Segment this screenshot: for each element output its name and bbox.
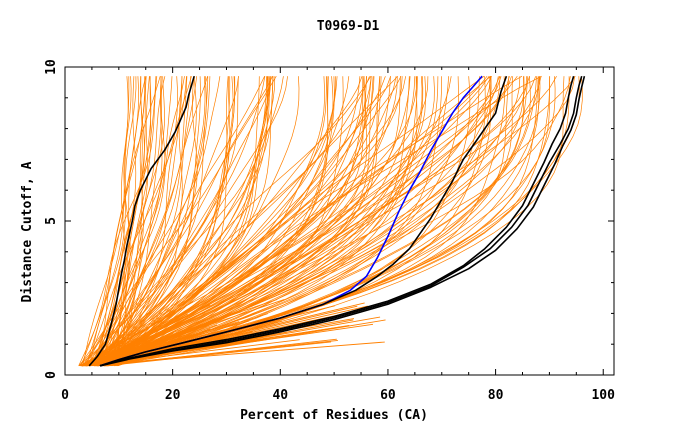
background-model-line [82, 76, 288, 367]
background-model-line [89, 76, 221, 367]
background-model-line [106, 341, 332, 367]
background-model-line [78, 76, 163, 367]
x-tick-label: 100 [591, 388, 615, 403]
background-model-line [88, 76, 372, 367]
background-model-line [91, 76, 206, 367]
background-model-line [106, 76, 197, 367]
x-axis-label: Percent of Residues (CA) [240, 408, 428, 423]
background-model-line [100, 76, 499, 367]
y-axis-label: Distance Cutoff, A [20, 161, 35, 302]
x-tick-label: 60 [380, 388, 396, 403]
background-model-line [90, 76, 137, 366]
background-model-line [114, 76, 152, 366]
chart-title: T0969-D1 [317, 19, 380, 34]
background-model-line [86, 76, 411, 367]
background-model-line [81, 76, 268, 367]
background-model-line [78, 76, 550, 367]
background-model-line [108, 76, 491, 367]
background-models [78, 75, 583, 367]
background-model-line [116, 76, 459, 367]
background-model-line [115, 76, 486, 367]
background-model-line [82, 76, 161, 366]
background-model-line [86, 76, 401, 367]
background-model-line [96, 76, 139, 366]
background-model-line [111, 76, 531, 367]
model-black-2-line [99, 75, 508, 367]
background-model-line [106, 306, 234, 367]
background-model-line [82, 76, 234, 367]
model-black-4-line [99, 75, 583, 367]
background-model-line [111, 76, 150, 366]
x-tick-label: 0 [61, 388, 69, 403]
background-model-line [113, 75, 491, 367]
background-model-line [81, 75, 523, 367]
background-model-line [114, 76, 424, 367]
background-model-line [95, 76, 491, 367]
background-model-line [111, 76, 402, 367]
background-model-line [107, 76, 416, 367]
background-model-line [86, 304, 211, 367]
background-model-line [100, 76, 269, 367]
background-model-line [103, 76, 338, 367]
background-model-line [85, 76, 192, 366]
background-model-line [108, 76, 537, 367]
background-model-line [107, 76, 525, 367]
background-model-line [82, 301, 194, 367]
background-model-line [109, 76, 231, 367]
background-model-line [98, 76, 146, 366]
background-model-line [95, 76, 367, 367]
background-model-line [98, 75, 542, 367]
background-model-line [111, 76, 211, 366]
background-model-line [100, 76, 178, 366]
highlighted-models [88, 75, 586, 367]
background-model-line [97, 76, 502, 367]
background-model-line [115, 76, 429, 367]
background-model-line [91, 76, 529, 367]
background-model-line [84, 76, 370, 367]
background-model-line [81, 76, 556, 367]
background-model-line [95, 76, 381, 367]
background-model-line [91, 76, 480, 367]
background-model-line [91, 76, 188, 366]
background-model-line [97, 75, 485, 367]
background-model-line [101, 76, 207, 367]
background-model-line [80, 76, 542, 367]
background-model-line [90, 76, 510, 367]
background-model-line [94, 76, 239, 366]
background-model-line [100, 76, 450, 367]
background-model-line [89, 313, 188, 367]
background-model-line [105, 76, 129, 366]
background-model-line [108, 76, 198, 366]
background-model-line [84, 76, 145, 366]
background-model-line [92, 305, 254, 367]
background-model-line [81, 76, 366, 367]
y-tick-label: 5 [44, 217, 59, 225]
background-model-line [89, 76, 530, 367]
y-tick-label: 10 [44, 59, 59, 75]
background-model-line [89, 76, 137, 366]
x-axis: 0 20 40 60 80 100 [61, 67, 615, 403]
background-model-line [87, 299, 285, 367]
x-tick-label: 20 [165, 388, 181, 403]
y-tick-label: 0 [44, 371, 59, 379]
background-model-line [105, 76, 274, 367]
model-black-5-line [99, 76, 586, 367]
model-black-1-line [88, 75, 195, 367]
background-model-line [85, 76, 363, 367]
background-model-line [117, 76, 166, 366]
background-model-line [117, 76, 132, 366]
y-axis: 0 5 10 [44, 59, 614, 379]
background-model-line [89, 76, 239, 367]
background-model-line [101, 76, 265, 366]
model-black-3-line [99, 75, 575, 367]
x-tick-label: 80 [488, 388, 504, 403]
background-model-line [78, 76, 158, 366]
x-tick-label: 40 [272, 388, 288, 403]
background-model-line [95, 76, 198, 367]
background-model-line [97, 76, 382, 367]
background-model-line [97, 339, 338, 367]
background-model-line [99, 76, 185, 366]
background-model-line [80, 75, 576, 367]
